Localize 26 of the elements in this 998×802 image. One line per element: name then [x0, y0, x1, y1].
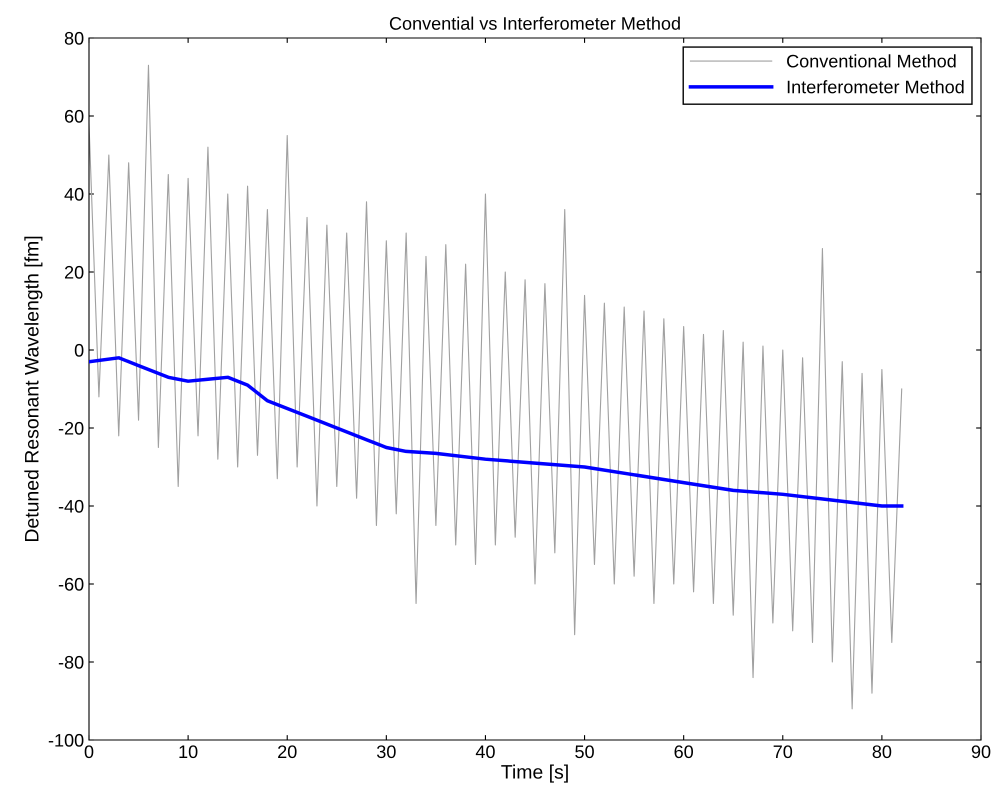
y-tick-label: -40 [58, 500, 84, 513]
x-tick-label: 0 [84, 745, 94, 758]
legend-label: Interferometer Method [788, 80, 964, 94]
y-tick-label: -80 [58, 656, 84, 669]
y-tick-label: 0 [74, 344, 84, 357]
y-tick-label: -20 [58, 422, 84, 435]
x-tick-label: 30 [376, 745, 396, 758]
legend-label: Conventional Method [787, 54, 956, 68]
x-tick-label: 40 [476, 745, 495, 758]
x-tick-label: 80 [872, 745, 892, 758]
y-tick-label: -60 [58, 578, 84, 591]
y-tick-label: 80 [64, 32, 84, 45]
y-axis-title: Detuned Resonant Wavelength [fm] [24, 236, 42, 542]
y-tick-label: 60 [64, 110, 84, 123]
x-tick-label: 20 [278, 745, 297, 758]
x-axis-title: Time [s] [501, 764, 568, 783]
x-tick-label: 90 [972, 745, 990, 758]
y-tick-label: -100 [48, 734, 84, 747]
x-tick-label: 50 [575, 745, 594, 758]
y-tick-label: 40 [64, 188, 84, 201]
x-tick-label: 60 [674, 745, 694, 758]
y-tick-label: 20 [64, 266, 84, 279]
x-tick-label: 70 [774, 745, 792, 758]
chart-title: Convential vs Interferometer Method [390, 16, 680, 30]
x-tick-label: 10 [179, 745, 198, 758]
line-series [89, 356, 904, 508]
